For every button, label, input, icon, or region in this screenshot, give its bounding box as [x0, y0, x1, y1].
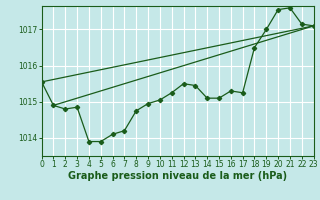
X-axis label: Graphe pression niveau de la mer (hPa): Graphe pression niveau de la mer (hPa) — [68, 171, 287, 181]
